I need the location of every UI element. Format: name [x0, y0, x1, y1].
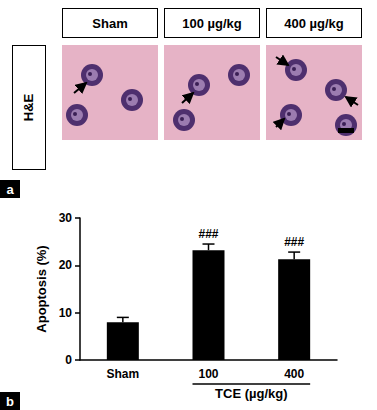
html-text:b: b: [6, 393, 14, 409]
html-text:100 µg/kg: 100 µg/kg: [182, 15, 242, 31]
svg-text:400: 400: [284, 367, 304, 381]
svg-text:0: 0: [65, 353, 72, 367]
html-text:400 µg/kg: 400 µg/kg: [284, 15, 344, 31]
svg-text:20: 20: [59, 258, 73, 272]
html-text:a: a: [6, 181, 14, 197]
svg-text:30: 30: [59, 211, 73, 225]
svg-text:Apoptosis (%): Apoptosis (%): [34, 245, 49, 332]
svg-text:10: 10: [59, 306, 73, 320]
svg-text:###: ###: [198, 227, 218, 241]
svg-text:TCE (µg/kg): TCE (µg/kg): [215, 386, 287, 401]
svg-text:100: 100: [198, 367, 218, 381]
html-text:H&E: H&E: [21, 93, 37, 122]
html-text:Sham: Sham: [92, 15, 128, 31]
svg-text:###: ###: [284, 235, 304, 249]
svg-text:Sham: Sham: [106, 367, 139, 381]
